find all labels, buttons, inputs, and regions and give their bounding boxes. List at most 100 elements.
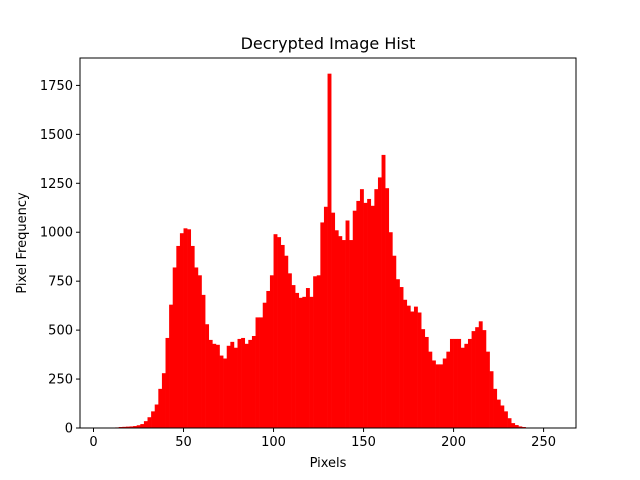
histogram-bar <box>413 306 418 428</box>
histogram-bar <box>464 343 469 428</box>
y-tick-label: 1000 <box>40 226 73 241</box>
histogram-bar <box>367 198 372 428</box>
x-axis-ticks: 0 50 100 150 200 250 <box>89 428 556 450</box>
x-tick-label: 0 <box>89 435 97 450</box>
histogram-bar <box>410 311 415 428</box>
histogram-bar <box>363 202 368 428</box>
histogram-bar <box>467 338 472 428</box>
histogram-bar <box>194 267 199 428</box>
histogram-bar <box>183 228 188 428</box>
histogram-bar <box>143 421 148 428</box>
histogram-bar <box>442 358 447 428</box>
histogram-bar <box>280 244 285 428</box>
histogram-bar <box>417 312 422 428</box>
histogram-bar <box>446 351 451 428</box>
histogram-bar <box>215 344 220 428</box>
y-tick-label: 1500 <box>40 128 73 143</box>
histogram-bar <box>453 338 458 428</box>
histogram-bar <box>230 341 235 428</box>
histogram-bar <box>295 292 300 428</box>
y-tick-label: 500 <box>48 324 73 339</box>
y-tick-label: 1250 <box>40 177 73 192</box>
histogram-bar <box>233 347 238 428</box>
histogram-bar <box>507 418 512 428</box>
histogram-bar <box>403 299 408 428</box>
histogram-bar <box>334 230 339 428</box>
histogram-bar <box>316 275 321 428</box>
histogram-bar <box>151 411 156 428</box>
histogram-bar <box>320 222 325 428</box>
histogram-bar <box>136 425 141 428</box>
histogram-bar <box>428 351 433 428</box>
histogram-bar <box>431 360 436 428</box>
histogram-bar <box>133 426 138 428</box>
histogram-bar <box>359 189 364 428</box>
histogram-bar <box>478 321 483 428</box>
histogram-bar <box>208 339 213 428</box>
histogram-bar <box>514 425 519 428</box>
histogram-bar <box>511 423 516 428</box>
histogram-bar <box>370 205 375 428</box>
y-tick-label: 750 <box>48 275 73 290</box>
histogram-bar <box>406 305 411 428</box>
histogram-bar <box>161 373 166 428</box>
histogram-bar <box>327 73 332 428</box>
histogram-bar <box>349 240 354 428</box>
histogram-bar <box>460 347 465 428</box>
histogram-bar <box>493 388 498 428</box>
histogram-bars <box>111 73 526 428</box>
histogram-bar <box>399 287 404 428</box>
histogram-bar <box>485 351 490 428</box>
histogram-bar <box>237 338 242 428</box>
histogram-bar <box>352 210 357 428</box>
histogram-bar <box>377 177 382 428</box>
histogram-bar <box>421 329 426 428</box>
histogram-bar <box>518 426 523 428</box>
histogram-bar <box>424 336 429 428</box>
histogram-bar <box>449 338 454 428</box>
histogram-bar <box>269 275 274 428</box>
histogram-bar <box>338 236 343 428</box>
histogram-bar <box>125 426 130 428</box>
histogram-bar <box>500 405 505 428</box>
histogram-bar <box>172 267 177 428</box>
histogram-bar <box>179 233 184 428</box>
histogram-bar <box>392 255 397 428</box>
histogram-bar <box>385 188 390 428</box>
histogram-bar <box>223 358 228 428</box>
histogram-bar <box>154 404 159 428</box>
histogram-bar <box>187 229 192 428</box>
histogram-bar <box>244 343 249 428</box>
y-tick-label: 250 <box>48 373 73 388</box>
histogram-bar <box>277 237 282 428</box>
x-tick-label: 250 <box>531 435 556 450</box>
y-tick-label: 1750 <box>40 79 73 94</box>
x-axis-label: Pixels <box>310 456 347 471</box>
x-tick-label: 200 <box>441 435 466 450</box>
histogram-bar <box>165 337 170 428</box>
histogram-bar <box>309 296 314 428</box>
histogram-bar <box>345 220 350 428</box>
histogram-bar <box>248 339 253 428</box>
plot-frame <box>79 57 577 429</box>
histogram-bar <box>219 355 224 428</box>
histogram-bar <box>284 255 289 428</box>
histogram-bar <box>226 345 231 428</box>
histogram-bar <box>122 426 127 428</box>
histogram-bar <box>302 296 307 428</box>
histogram-bar <box>251 335 256 428</box>
y-axis-label: Pixel Frequency <box>15 192 30 294</box>
x-tick-label: 100 <box>261 435 286 450</box>
histogram-bar <box>129 426 134 428</box>
histogram-bar <box>291 285 296 428</box>
histogram-bar <box>388 232 393 428</box>
histogram-bar <box>475 327 480 428</box>
histogram-bar <box>435 364 440 428</box>
histogram-bar <box>496 399 501 428</box>
histogram-bar <box>381 154 386 428</box>
histogram-bar <box>158 388 163 428</box>
histogram-bar <box>169 304 174 428</box>
histogram-bar <box>197 275 202 428</box>
histogram-bar <box>341 240 346 428</box>
